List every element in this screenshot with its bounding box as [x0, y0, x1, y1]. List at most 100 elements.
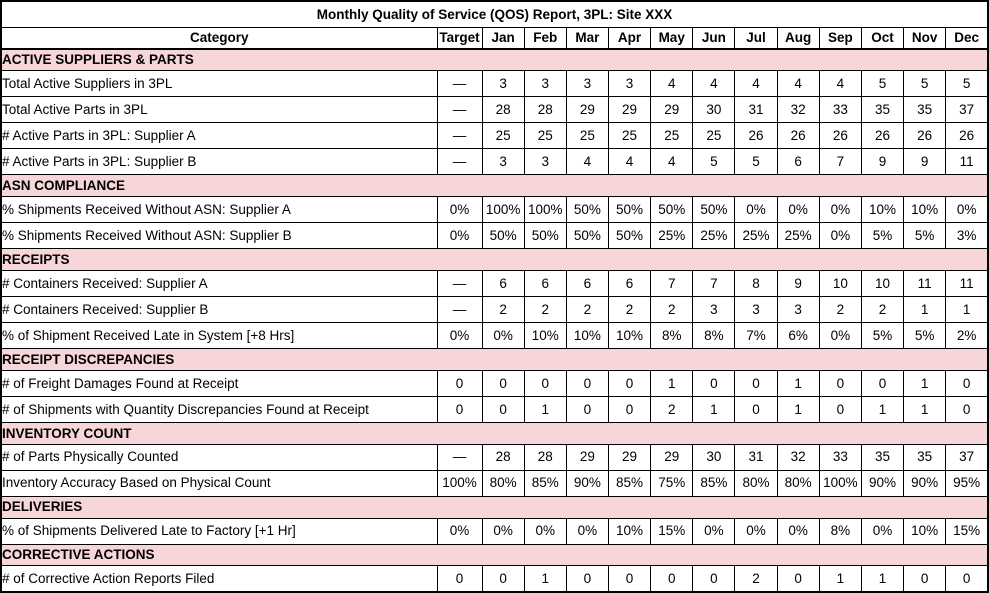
month-value: 3 — [481, 148, 525, 176]
column-header-jul: Jul — [734, 26, 778, 50]
month-value: 8% — [650, 322, 694, 350]
month-value: 29 — [607, 443, 652, 471]
row-category: Total Active Suppliers in 3PL — [0, 70, 438, 98]
month-value: 2 — [650, 395, 694, 423]
month-value: 5 — [903, 70, 947, 98]
month-value: 29 — [607, 96, 652, 124]
section-header: RECEIPT DISCREPANCIES — [0, 348, 989, 371]
month-value: 80% — [734, 469, 778, 497]
month-value: 90% — [565, 469, 609, 497]
month-value: 31 — [734, 443, 778, 471]
month-value: 25 — [650, 122, 694, 150]
row-category: # Active Parts in 3PL: Supplier B — [0, 148, 438, 176]
month-value: 8% — [818, 517, 862, 545]
target-value: 100% — [436, 469, 483, 497]
month-value: 90% — [903, 469, 947, 497]
month-value: 9 — [860, 148, 905, 176]
month-value: 4 — [650, 148, 694, 176]
month-value: 9 — [903, 148, 947, 176]
month-value: 5% — [860, 222, 905, 250]
month-value: 8 — [734, 270, 778, 298]
month-value: 30 — [692, 443, 736, 471]
month-value: 3 — [523, 148, 567, 176]
month-value: 35 — [903, 96, 947, 124]
month-value: 28 — [523, 96, 567, 124]
month-value: 1 — [650, 369, 694, 397]
target-value: 0% — [436, 322, 483, 350]
section-row: INVENTORY COUNT — [0, 421, 989, 445]
table-row: % of Shipments Delivered Late to Factory… — [0, 517, 989, 545]
month-value: 0 — [776, 565, 820, 593]
month-value: 5% — [860, 322, 905, 350]
report-title: Monthly Quality of Service (QOS) Report,… — [0, 0, 989, 28]
section-header: INVENTORY COUNT — [0, 421, 989, 445]
row-category: % Shipments Received Without ASN: Suppli… — [0, 196, 438, 224]
month-value: 25% — [776, 222, 820, 250]
month-value: 1 — [903, 296, 947, 324]
month-value: 10% — [607, 322, 652, 350]
column-header-target: Target — [436, 26, 483, 50]
month-value: 0 — [903, 565, 947, 593]
month-value: 0 — [734, 369, 778, 397]
table-row: # Active Parts in 3PL: Supplier A —25 25 25… — [0, 122, 989, 150]
target-value: — — [436, 70, 483, 98]
month-value: 25 — [692, 122, 736, 150]
month-value: 6% — [776, 322, 820, 350]
month-value: 5 — [860, 70, 905, 98]
month-value: 7 — [818, 148, 862, 176]
month-value: 1 — [692, 395, 736, 423]
month-value: 2 — [734, 565, 778, 593]
column-header-may: May — [650, 26, 694, 50]
table-row: % of Shipment Received Late in System [+… — [0, 322, 989, 350]
row-category: # of Shipments with Quantity Discrepanci… — [0, 395, 438, 423]
month-value: 35 — [860, 96, 905, 124]
month-value: 0 — [734, 395, 778, 423]
month-value: 1 — [776, 395, 820, 423]
section-row: RECEIPT DISCREPANCIES — [0, 348, 989, 371]
column-header-mar: Mar — [565, 26, 609, 50]
section-row: ACTIVE SUPPLIERS & PARTS — [0, 48, 989, 72]
section-row: ASN COMPLIANCE — [0, 174, 989, 198]
month-value: 1 — [903, 369, 947, 397]
month-value: 0 — [481, 565, 525, 593]
month-value: 0 — [818, 395, 862, 423]
month-value: 50% — [481, 222, 525, 250]
month-value: 10% — [607, 517, 652, 545]
month-value: 35 — [860, 443, 905, 471]
month-value: 7 — [692, 270, 736, 298]
month-value: 3 — [481, 70, 525, 98]
month-value: 85% — [607, 469, 652, 497]
month-value: 50% — [607, 196, 652, 224]
month-value: 0 — [860, 369, 905, 397]
column-header-category: Category — [0, 26, 438, 50]
month-value: 0 — [692, 565, 736, 593]
month-value: 0% — [692, 517, 736, 545]
column-header-apr: Apr — [607, 26, 652, 50]
month-value: 10% — [860, 196, 905, 224]
target-value: 0% — [436, 196, 483, 224]
month-value: 80% — [776, 469, 820, 497]
month-value: 3% — [945, 222, 989, 250]
section-row: CORRECTIVE ACTIONS — [0, 543, 989, 567]
month-value: 0% — [818, 196, 862, 224]
month-value: 0 — [650, 565, 694, 593]
month-value: 0% — [523, 517, 567, 545]
row-category: # Active Parts in 3PL: Supplier A — [0, 122, 438, 150]
table-row: # of Shipments with Quantity Discrepanci… — [0, 395, 989, 423]
month-value: 6 — [565, 270, 609, 298]
target-value: 0% — [436, 222, 483, 250]
target-value: — — [436, 96, 483, 124]
month-value: 100% — [481, 196, 525, 224]
table-row: # Active Parts in 3PL: Supplier B —3 3 4 4 4 5… — [0, 148, 989, 176]
month-value: 0% — [818, 322, 862, 350]
month-value: 0 — [945, 395, 989, 423]
target-value: — — [436, 148, 483, 176]
column-header-aug: Aug — [776, 26, 820, 50]
table-row: # of Parts Physically Counted —28 28 29 29 29… — [0, 443, 989, 471]
column-header-nov: Nov — [903, 26, 947, 50]
month-value: 2 — [607, 296, 652, 324]
month-value: 5 — [945, 70, 989, 98]
month-value: 0 — [565, 565, 609, 593]
table-row: % Shipments Received Without ASN: Suppli… — [0, 222, 989, 250]
month-value: 26 — [734, 122, 778, 150]
